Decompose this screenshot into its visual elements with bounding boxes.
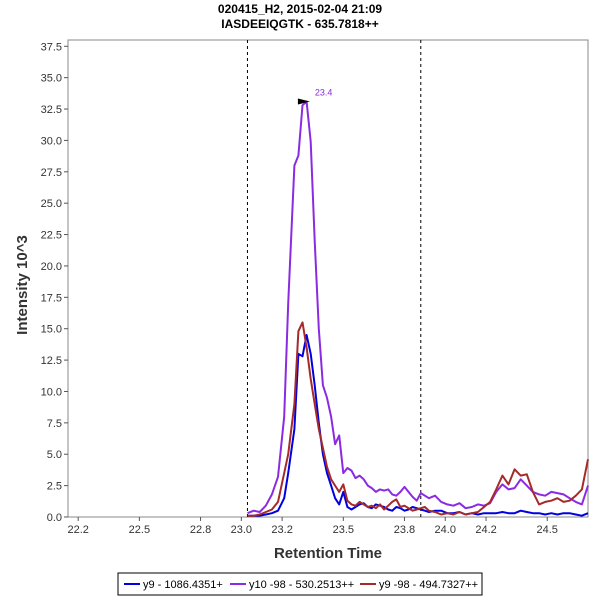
x-tick-label: 23.2 <box>271 524 292 536</box>
y-tick-label: 5.0 <box>47 449 62 461</box>
y-tick-label: 17.5 <box>41 292 62 304</box>
y-tick-label: 32.5 <box>41 104 62 116</box>
chart-title: 020415_H2, 2015-02-04 21:09 <box>218 2 382 16</box>
plot-area <box>67 39 589 518</box>
series-line-1 <box>247 100 589 515</box>
legend-label: y10 -98 - 530.2513++ <box>249 579 354 591</box>
y-tick-label: 7.5 <box>47 418 62 430</box>
y-tick-label: 30.0 <box>41 135 62 147</box>
series-line-0 <box>247 334 589 517</box>
legend: y9 - 1086.4351+ y10 -98 - 530.2513++ y9 -9… <box>124 579 478 591</box>
x-tick-label: 24.2 <box>475 524 496 536</box>
y-tick-label: 35.0 <box>41 73 62 85</box>
x-tick-label: 22.2 <box>67 524 88 536</box>
peak-label: 23.4 <box>315 88 333 98</box>
y-tick-label: 10.0 <box>41 386 62 398</box>
y-tick-label: 22.5 <box>41 230 62 242</box>
x-tick-label: 22.8 <box>190 524 211 536</box>
x-tick-label: 24.0 <box>435 524 456 536</box>
legend-box <box>117 572 483 596</box>
chart-subtitle: IASDEEIQGTK - 635.7818++ <box>221 17 378 31</box>
y-tick-label: 37.5 <box>41 41 62 53</box>
y-tick-label: 12.5 <box>41 355 62 367</box>
x-axis: 22.2 22.5 22.8 23.0 23.2 23.5 23.8 24.0 24.2 24.5 <box>67 517 558 536</box>
y-tick-label: 20.0 <box>41 261 62 273</box>
x-tick-label: 24.5 <box>537 524 558 536</box>
x-tick-label: 22.5 <box>129 524 150 536</box>
y-tick-label: 27.5 <box>41 167 62 179</box>
integration-bounds <box>246 40 422 517</box>
series-lines <box>247 100 589 517</box>
x-tick-label: 23.5 <box>333 524 354 536</box>
series-line-2 <box>247 321 589 517</box>
x-axis-title: Retention Time <box>274 545 382 562</box>
peak-annotation: 23.4 <box>297 88 333 105</box>
legend-label: y9 -98 - 494.7327++ <box>379 579 478 591</box>
y-tick-label: 25.0 <box>41 198 62 210</box>
x-tick-label: 23.0 <box>231 524 252 536</box>
y-tick-label: 2.5 <box>47 481 62 493</box>
y-tick-label: 15.0 <box>41 324 62 336</box>
y-axis-title: Intensity 10^3 <box>14 235 31 335</box>
x-tick-label: 23.8 <box>394 524 415 536</box>
legend-label: y9 - 1086.4351+ <box>143 579 223 591</box>
y-tick-label: 0.0 <box>47 512 62 524</box>
y-axis: 0.0 2.5 5.0 7.5 10.0 12.5 15.0 17.5 20.0 22.5 25.0… <box>41 41 68 524</box>
peak-arrow-icon <box>297 98 310 105</box>
